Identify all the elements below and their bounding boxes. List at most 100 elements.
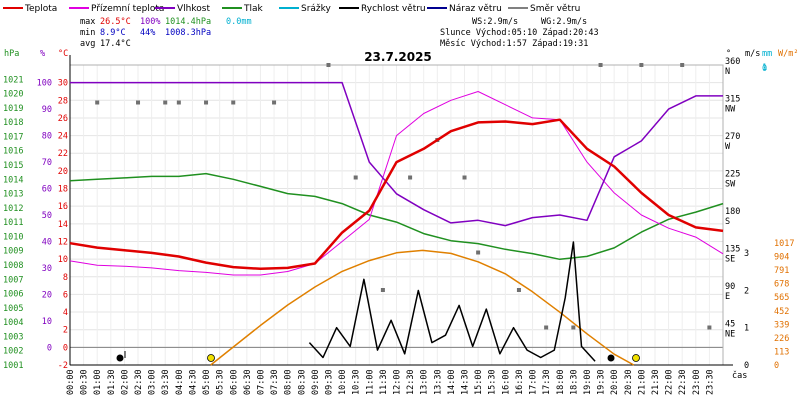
x-tick-label: 18:00 <box>556 369 566 395</box>
stats-min-label: min <box>80 28 95 38</box>
wind-direction-point <box>544 325 549 330</box>
temp-axis-title: °C <box>58 49 68 59</box>
hpa-tick-label: 1008 <box>3 261 23 271</box>
x-tick-label: 01:30 <box>107 369 117 395</box>
wind-direction-point <box>176 100 181 105</box>
x-tick-label: 17:30 <box>542 369 552 395</box>
hpa-tick-label: 1013 <box>3 190 23 200</box>
stats-sun: Slunce Východ:05:10 Západ:20:43 <box>440 28 599 38</box>
hpa-tick-label: 1020 <box>3 90 23 100</box>
legend-label: Vlhkost <box>177 4 210 14</box>
temp-tick-label: 28 <box>58 96 68 106</box>
humidity-tick-label: 40 <box>42 237 52 247</box>
radiation-tick-label: 1017 <box>774 239 794 249</box>
x-tick-label: 07:00 <box>256 369 266 395</box>
chart-title: 23.7.2025 <box>364 50 432 64</box>
wind-direction-point <box>353 175 358 180</box>
hpa-tick-label: 1018 <box>3 118 23 128</box>
humidity-tick-label: 80 <box>42 132 52 142</box>
x-tick-label: 21:00 <box>637 369 647 395</box>
wind-direction-point <box>680 63 685 67</box>
speed-tick-label: 3 <box>744 249 749 259</box>
x-tick-label: 05:00 <box>202 369 212 395</box>
temp-tick-label: -2 <box>58 361 68 371</box>
hpa-tick-label: 1004 <box>3 318 23 328</box>
humidity-tick-label: 20 <box>42 290 52 300</box>
pressure-line <box>69 172 724 261</box>
direction-name-label: SW <box>725 180 736 190</box>
sunrise-icon <box>207 354 215 362</box>
humidity-line <box>70 81 723 227</box>
temp-tick-label: 22 <box>58 149 68 159</box>
stats-min-temp: 8.9°C <box>100 28 126 38</box>
hpa-tick-label: 1011 <box>3 218 23 228</box>
x-tick-label: 02:00 <box>120 369 130 395</box>
legend-label: Teplota <box>24 4 57 14</box>
x-tick-label: 07:30 <box>270 369 280 395</box>
temp-tick-label: 2 <box>63 326 68 336</box>
axis-ticks: 1001100210031004100510061007100810091010… <box>3 57 794 395</box>
wind-direction-point <box>136 100 141 105</box>
moonrise-icon <box>116 354 124 362</box>
hpa-tick-label: 1001 <box>3 361 23 371</box>
temp-tick-label: 18 <box>58 185 68 195</box>
legend: Teplota Přízemní teplota Vlhkost Tlak Srážky… <box>3 4 580 14</box>
hpa-tick-label: 1016 <box>3 147 23 157</box>
wind-speed-line <box>308 241 596 362</box>
x-tick-label: 11:30 <box>379 369 389 395</box>
wind-direction-point <box>231 100 236 105</box>
humidity-tick-label: 10 <box>42 317 52 327</box>
hpa-tick-label: 1010 <box>3 232 23 242</box>
x-tick-label: 03:30 <box>161 369 171 395</box>
wind-direction-point <box>516 288 521 292</box>
humidity-tick-label: 0 <box>47 343 52 353</box>
stats-max-humidity: 100% <box>140 17 160 27</box>
stats-max-label: max <box>80 17 95 27</box>
stats-rain: 0.0mm <box>226 17 252 27</box>
wind-direction-point <box>476 250 481 255</box>
x-tick-label: 13:30 <box>433 369 443 395</box>
series-layer <box>69 63 724 366</box>
time-axis-title: čas <box>732 370 747 381</box>
direction-tick-label: 315 <box>725 95 740 105</box>
x-tick-label: 22:30 <box>678 369 688 395</box>
direction-name-label: S <box>725 217 730 227</box>
x-tick-label: 13:00 <box>420 369 430 395</box>
direction-axis-title: ° <box>726 49 731 59</box>
humidity-tick-label: 50 <box>42 211 52 221</box>
speed-tick-label: 0 <box>744 361 749 371</box>
wind-direction-point <box>380 288 385 292</box>
radiation-tick-label: 113 <box>774 347 789 357</box>
wind-direction-point <box>462 175 467 180</box>
x-tick-label: 21:30 <box>651 369 661 395</box>
legend-label: Rychlost větru <box>361 4 426 14</box>
stats-min-pressure: 1008.3hPa <box>165 28 211 38</box>
x-tick-label: 20:30 <box>624 369 634 395</box>
direction-name-label: E <box>725 292 730 302</box>
temp-tick-label: 24 <box>58 132 68 142</box>
astro-icons <box>116 351 640 362</box>
hpa-tick-label: 1021 <box>3 75 23 85</box>
direction-tick-label: 90 <box>725 282 735 292</box>
humidity-tick-label: 90 <box>42 105 52 115</box>
hpa-tick-label: 1007 <box>3 275 23 285</box>
temp-tick-label: 6 <box>63 290 68 300</box>
x-tick-label: 18:30 <box>569 369 579 395</box>
legend-label: Náraz větru <box>449 4 502 14</box>
stats-moon: Měsíc Východ:1:57 Západ:19:31 <box>440 39 588 49</box>
direction-name-label: NE <box>725 330 735 340</box>
sunset-icon <box>632 354 640 362</box>
x-tick-label: 16:00 <box>501 369 511 395</box>
wind-direction-point <box>95 100 100 105</box>
hpa-tick-label: 1014 <box>3 175 23 185</box>
wind-direction-point <box>707 325 712 330</box>
stats-max-temp: 26.5°C <box>100 17 131 27</box>
x-tick-label: 15:00 <box>474 369 484 395</box>
x-tick-label: 20:00 <box>610 369 620 395</box>
speed-tick-label: 2 <box>744 286 749 296</box>
radiation-tick-label: 565 <box>774 293 789 303</box>
hpa-tick-label: 1009 <box>3 247 23 257</box>
radiation-tick-label: 452 <box>774 307 789 317</box>
wind-direction-point <box>639 63 644 67</box>
